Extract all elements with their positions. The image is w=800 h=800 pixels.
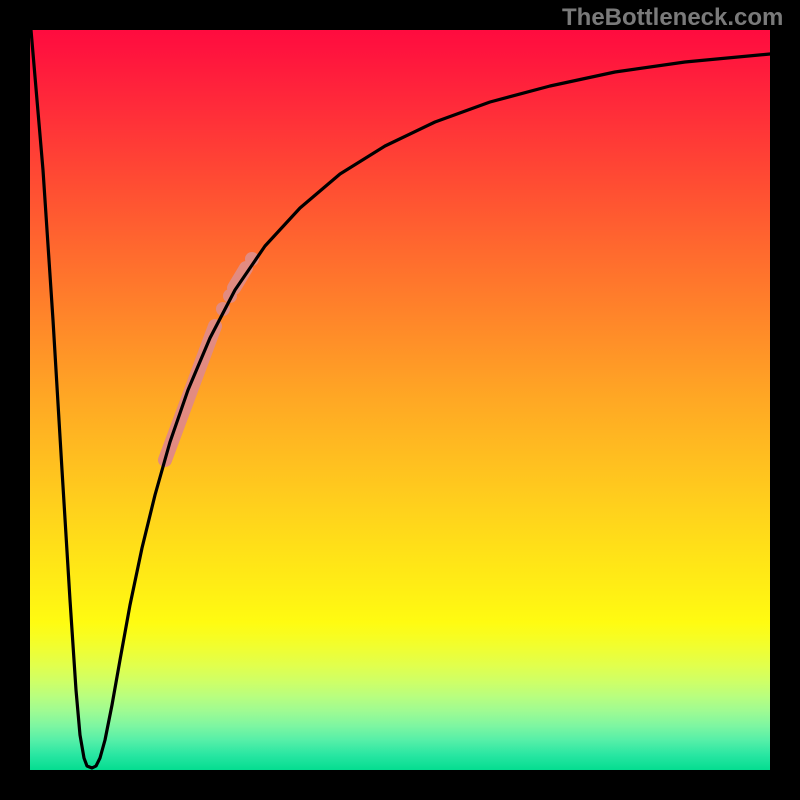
curve-svg [0, 0, 800, 800]
gradient-background [30, 30, 770, 770]
plot-area [30, 30, 770, 770]
watermark-text: TheBottleneck.com [562, 4, 783, 32]
chart-frame: TheBottleneck.com [0, 0, 800, 800]
